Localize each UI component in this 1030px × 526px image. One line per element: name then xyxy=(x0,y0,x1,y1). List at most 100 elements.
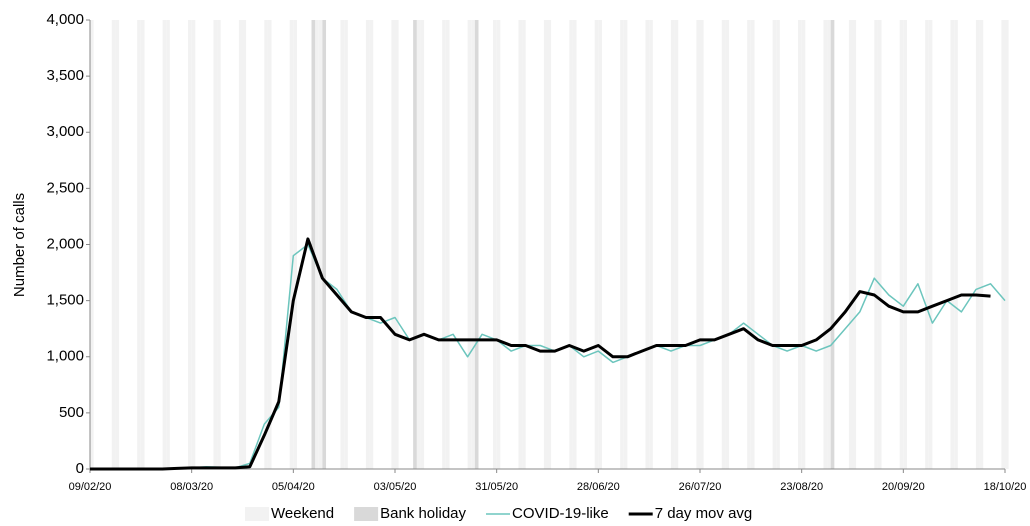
weekend-band xyxy=(369,20,374,469)
y-tick-label: 2,000 xyxy=(46,235,84,252)
weekend-band xyxy=(420,20,425,469)
weekend-band xyxy=(315,20,319,469)
weekend-band xyxy=(928,20,933,469)
weekend-band xyxy=(623,20,628,469)
weekend-band xyxy=(776,20,780,469)
weekend-band xyxy=(547,20,552,469)
weekend-band xyxy=(827,20,831,469)
weekend-band xyxy=(750,20,755,469)
x-tick-label: 20/09/20 xyxy=(882,481,925,493)
series-line xyxy=(90,243,1006,470)
x-tick-label: 28/06/20 xyxy=(577,481,620,493)
weekend-band xyxy=(115,20,120,469)
y-tick-label: 0 xyxy=(76,460,84,477)
weekend-band xyxy=(344,20,348,469)
weekend-band xyxy=(645,20,650,469)
weekend-band xyxy=(445,20,450,469)
y-tick-label: 2,500 xyxy=(46,179,84,196)
weekend-band xyxy=(772,20,777,469)
weekend-band xyxy=(242,20,247,469)
weekend-band xyxy=(166,20,170,469)
weekend-band xyxy=(877,20,882,469)
weekend-band xyxy=(700,20,704,469)
weekend-band xyxy=(620,20,624,469)
weekend-band xyxy=(975,20,980,469)
weekend-band xyxy=(572,20,577,469)
x-tick-label: 26/07/20 xyxy=(679,481,722,493)
weekend-band xyxy=(140,20,145,469)
weekend-band xyxy=(569,20,573,469)
weekend-band xyxy=(293,20,297,469)
weekend-band xyxy=(848,20,853,469)
weekend-band xyxy=(365,20,370,469)
weekend-band xyxy=(522,20,526,469)
weekend-band xyxy=(391,20,395,469)
weekend-band xyxy=(493,20,497,469)
weekend-band xyxy=(496,20,501,469)
bank-holiday-band xyxy=(413,20,417,469)
x-tick-label: 18/10/20 xyxy=(984,481,1027,493)
weekend-band xyxy=(111,20,116,469)
weekend-band xyxy=(217,20,221,469)
weekend-band xyxy=(267,20,272,469)
weekend-band xyxy=(852,20,857,469)
weekend-band xyxy=(721,20,726,469)
weekend-band xyxy=(1001,20,1005,469)
weekend-band xyxy=(798,20,802,469)
weekend-band xyxy=(416,20,421,469)
weekend-band xyxy=(1005,20,1009,469)
y-tick-label: 1,500 xyxy=(46,292,84,309)
weekend-band xyxy=(594,20,599,469)
weekend-band xyxy=(696,20,700,469)
y-tick-label: 4,000 xyxy=(46,11,84,28)
weekend-band xyxy=(264,20,268,469)
legend-swatch xyxy=(245,507,269,521)
weekend-band xyxy=(670,20,675,469)
weekend-band xyxy=(340,20,345,469)
weekend-band xyxy=(238,20,243,469)
x-tick-label: 09/02/20 xyxy=(69,481,112,493)
x-tick-label: 05/04/20 xyxy=(272,481,315,493)
legend-swatch xyxy=(354,507,379,521)
legend-label: Weekend xyxy=(271,505,334,522)
weekend-band xyxy=(213,20,218,469)
weekend-band xyxy=(471,20,475,469)
bank-holiday-band xyxy=(322,20,327,469)
weekend-band xyxy=(188,20,192,469)
weekend-band xyxy=(674,20,679,469)
x-tick-label: 03/05/20 xyxy=(374,481,417,493)
bank-holiday-band xyxy=(311,20,316,469)
y-tick-label: 1,000 xyxy=(46,348,84,365)
x-tick-label: 08/03/20 xyxy=(170,481,213,493)
legend-label: Bank holiday xyxy=(380,505,466,522)
weekend-band xyxy=(899,20,904,469)
weekend-band xyxy=(318,20,323,469)
weekend-band xyxy=(162,20,167,469)
weekend-band xyxy=(137,20,141,469)
weekend-band xyxy=(747,20,751,469)
weekend-band xyxy=(925,20,929,469)
weekend-band xyxy=(191,20,196,469)
weekend-band xyxy=(874,20,878,469)
weekend-band xyxy=(954,20,958,469)
series-line xyxy=(90,237,991,471)
weekend-band xyxy=(598,20,602,469)
x-tick-label: 23/08/20 xyxy=(780,481,823,493)
y-tick-label: 3,000 xyxy=(46,123,84,140)
y-tick-label: 500 xyxy=(59,404,84,421)
weekend-band xyxy=(90,20,94,469)
weekend-band xyxy=(442,20,446,469)
bank-holiday-band xyxy=(474,20,479,469)
legend-label: 7 day mov avg xyxy=(655,505,753,522)
bank-holiday-band xyxy=(830,20,835,469)
weekend-band xyxy=(543,20,548,469)
weekend-band xyxy=(979,20,984,469)
weekend-band xyxy=(467,20,472,469)
weekend-band xyxy=(950,20,955,469)
weekend-band xyxy=(395,20,399,469)
weekend-band xyxy=(801,20,806,469)
y-axis-label: Number of calls xyxy=(11,193,28,297)
weekend-band xyxy=(649,20,653,469)
